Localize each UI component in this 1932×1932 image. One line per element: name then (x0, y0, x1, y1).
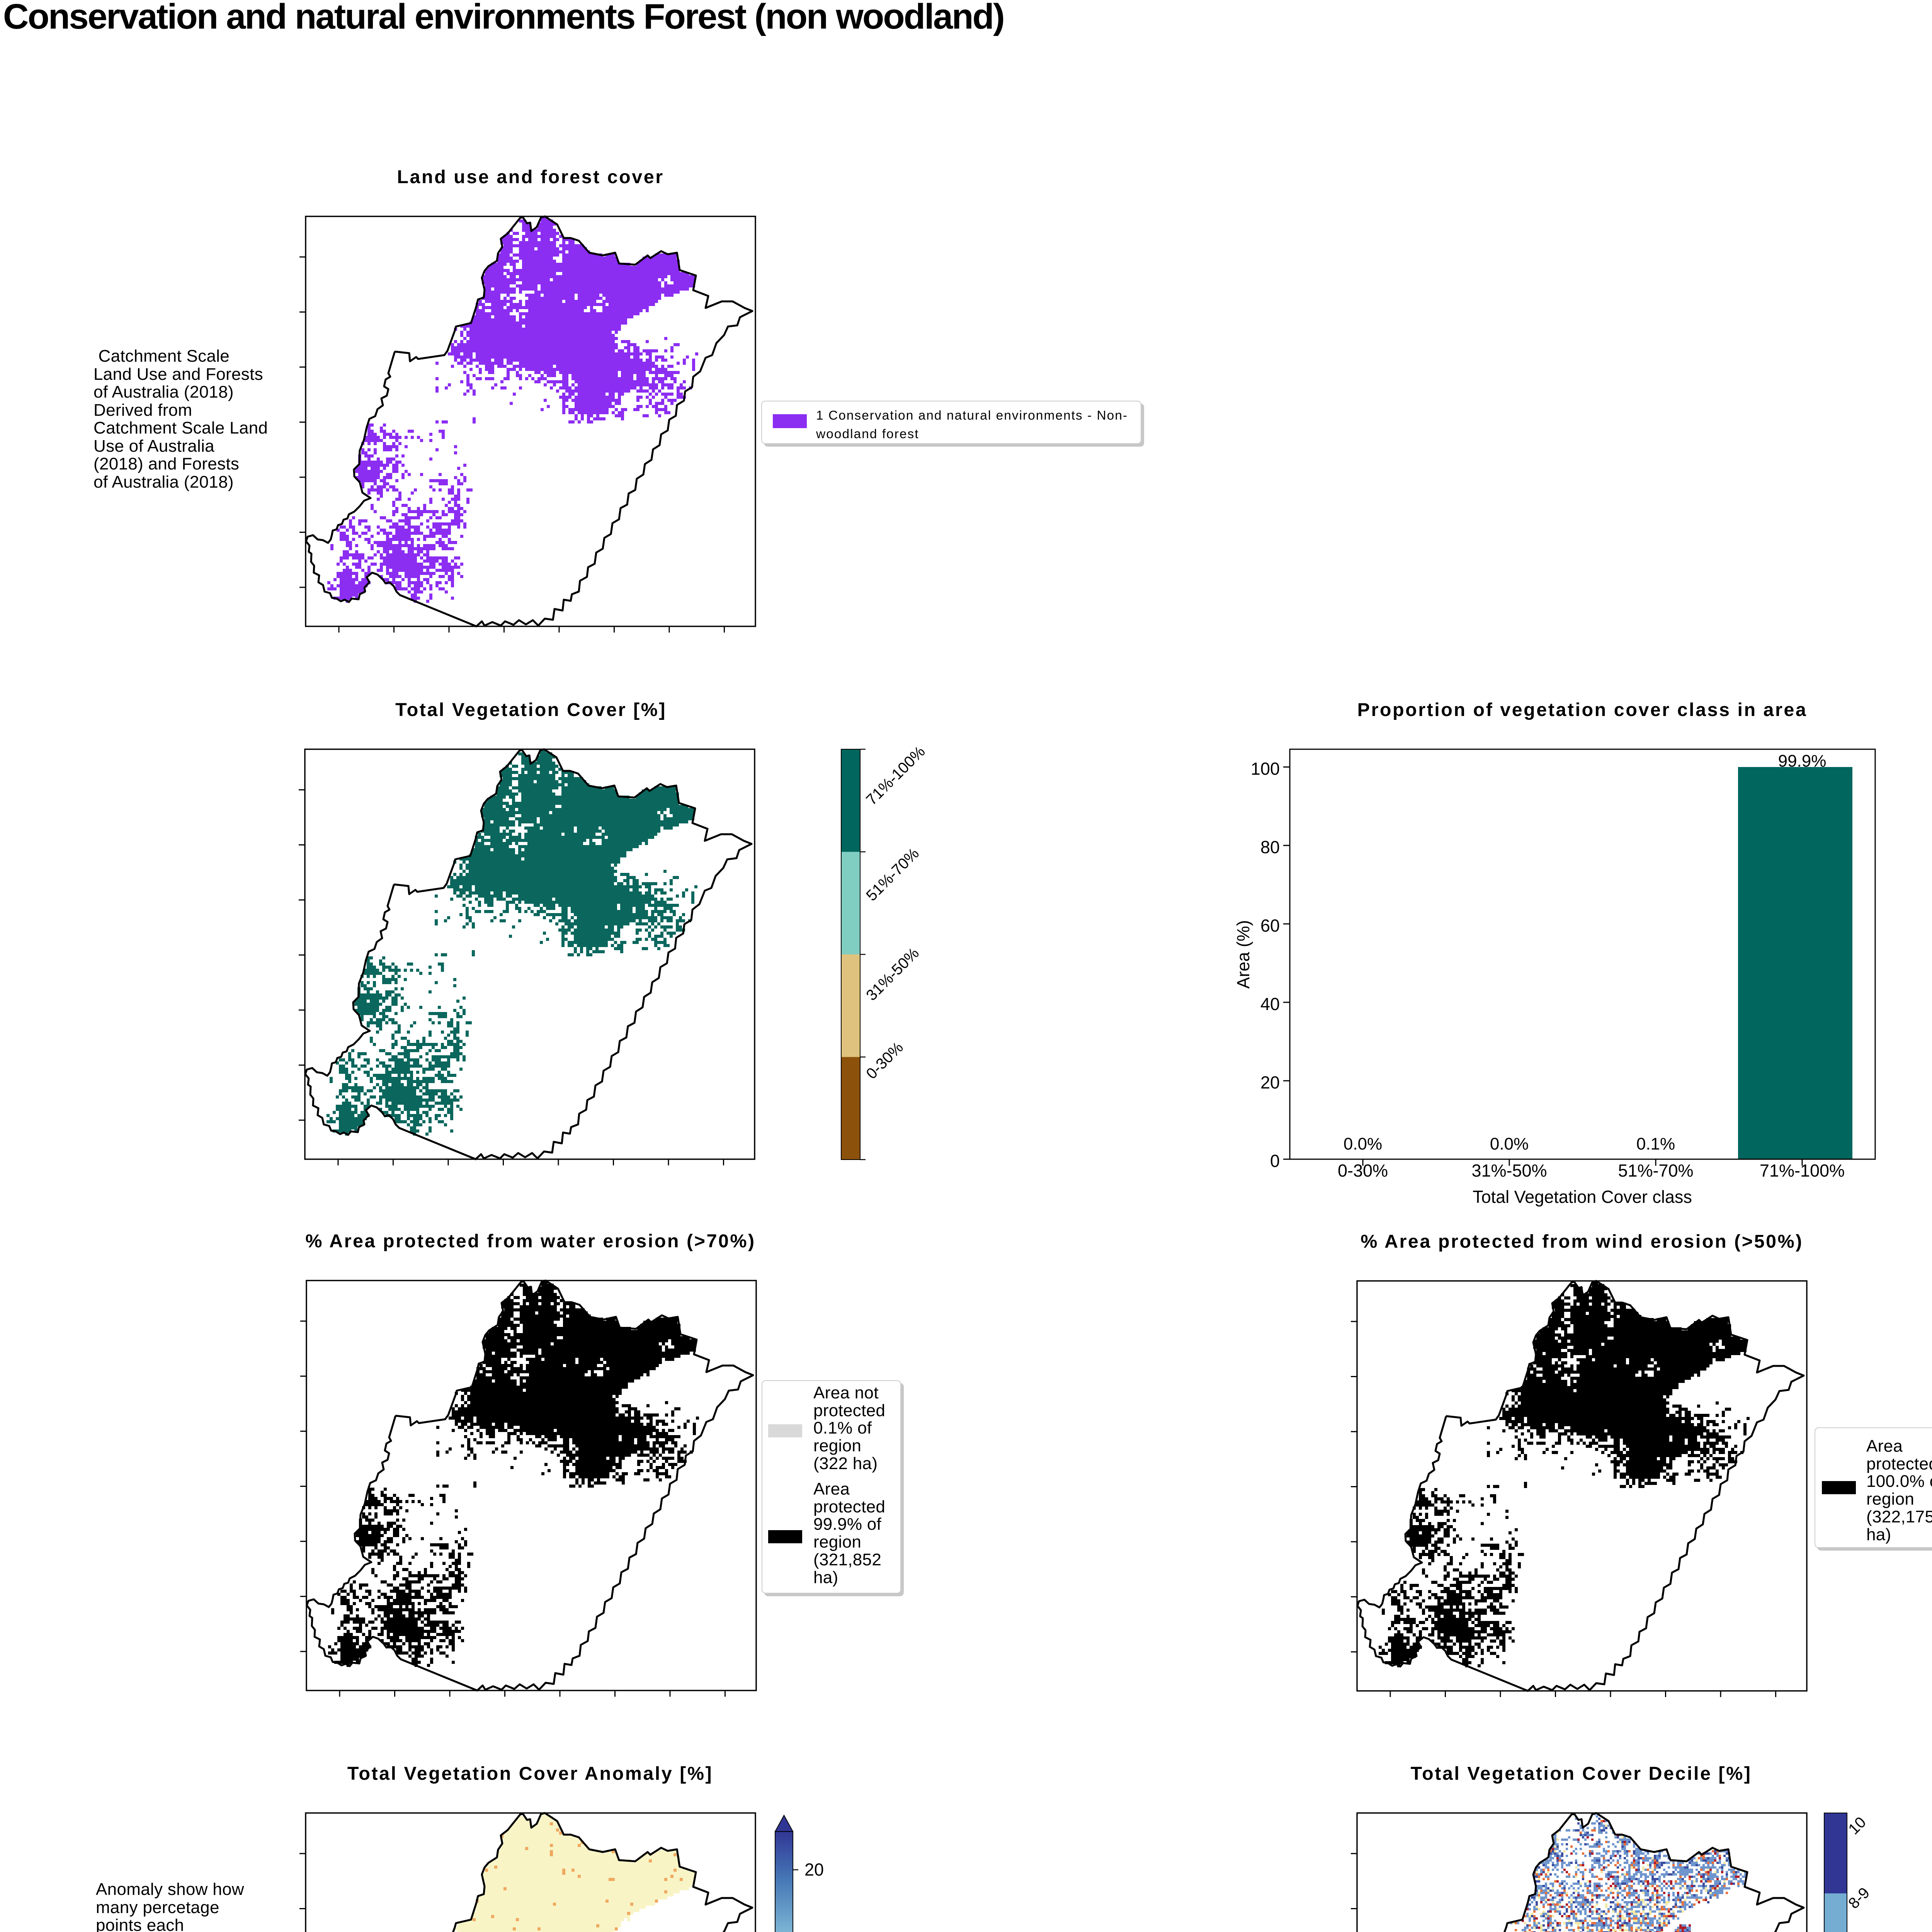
svg-text:71%-100%: 71%-100% (863, 743, 928, 808)
svg-text:51%-70%: 51%-70% (863, 845, 922, 905)
svg-text:10: 10 (1845, 1814, 1869, 1838)
svg-text:8-9: 8-9 (1845, 1884, 1873, 1912)
svg-text:31%-50%: 31%-50% (863, 945, 922, 1004)
svg-text:0-30%: 0-30% (863, 1039, 906, 1082)
